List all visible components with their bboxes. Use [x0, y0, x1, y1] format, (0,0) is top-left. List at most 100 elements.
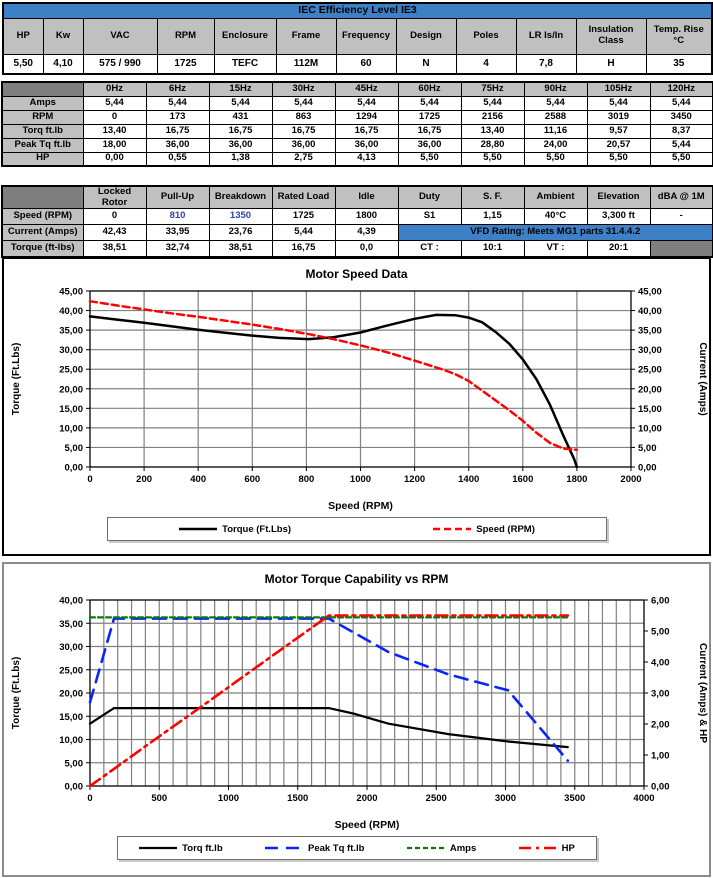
col-header: Poles	[455, 17, 517, 55]
legend-line-sample	[264, 846, 303, 850]
svg-text:25,00: 25,00	[638, 365, 662, 376]
table-row: Peak Tq ft.lb 18,00 36,00 36,00 36,00 36,00 36…	[1, 137, 713, 153]
value-cell: 16,75	[271, 240, 336, 258]
value-cell: 35	[645, 53, 713, 75]
freq-header: 6Hz	[145, 81, 210, 97]
value-cell: 5,44	[145, 95, 210, 111]
svg-text:1800: 1800	[566, 474, 587, 485]
load-header: Pull-Up	[145, 185, 210, 210]
y-axis-left-label: Torque (Ft.Lbs)	[11, 657, 22, 730]
value-cell: 32,74	[145, 240, 210, 258]
value-cell: 5,44	[649, 137, 713, 153]
value-cell: 0	[82, 109, 147, 125]
motor-speed-chart-title: Motor Speed Data	[305, 267, 408, 281]
torque-ft-lbs--series-line	[88, 313, 579, 469]
value-cell: 24,00	[523, 137, 588, 153]
value-cell: 5,50	[460, 151, 525, 167]
value-cell: 7,8	[515, 53, 577, 75]
speed-row: Speed (RPM) 0 810 1350 1725 1800 S1 1,15 40°C 3,3…	[1, 208, 713, 226]
value-cell: 431	[208, 109, 273, 125]
peak-tq-ft-lb-series-line	[88, 617, 570, 762]
table1-header-row: HP Kw VAC RPM Enclosure Frame Frequency Design P…	[2, 17, 713, 55]
table1-title-row: IEC Efficiency Level IE3	[2, 2, 713, 19]
value-cell: 20,57	[586, 137, 651, 153]
value-cell: 8,37	[649, 123, 713, 139]
y-axis-right-label: Current (Amps)	[697, 342, 708, 415]
legend-line-sample	[518, 846, 557, 850]
torq-ft-lb-series-line	[88, 707, 569, 749]
svg-text:30,00: 30,00	[59, 642, 83, 653]
svg-text:5,00: 5,00	[638, 443, 657, 454]
hp-series-line	[88, 614, 570, 788]
value-cell: 5,44	[397, 95, 462, 111]
svg-text:25,00: 25,00	[59, 365, 83, 376]
svg-text:40,00: 40,00	[638, 306, 662, 317]
motor-speed-chart: Motor Speed Data 0 200 400 600 800 1000 1200 14…	[2, 257, 711, 556]
value-cell: 0,00	[82, 151, 147, 167]
load-header: dBA @ 1M	[649, 185, 713, 210]
legend-line-sample	[433, 527, 472, 531]
torque-capability-chart-plot: 0 500 1000 1500 2000 2500 3000 3500 40000,005,00…	[11, 596, 708, 832]
svg-text:5,00: 5,00	[651, 627, 670, 638]
value-cell: 1,38	[208, 151, 273, 167]
row-label: Torque (ft-lbs)	[1, 240, 84, 258]
value-cell: 5,44	[271, 95, 336, 111]
svg-text:800: 800	[298, 474, 314, 485]
load-header: Idle	[334, 185, 399, 210]
value-cell: 1725	[156, 53, 215, 75]
value-cell: 5,44	[82, 95, 147, 111]
svg-text:3500: 3500	[564, 793, 585, 804]
value-cell: 16,75	[334, 123, 399, 139]
value-cell: 1350	[208, 208, 273, 226]
svg-text:500: 500	[151, 793, 167, 804]
load-header: S. F.	[460, 185, 525, 210]
col-header: Frequency	[335, 17, 397, 55]
svg-text:35,00: 35,00	[59, 326, 83, 337]
corner-cell	[1, 81, 84, 97]
legend-item: Amps	[406, 843, 476, 854]
torque-capability-chart-title: Motor Torque Capability vs RPM	[264, 572, 449, 586]
svg-text:2000: 2000	[620, 474, 641, 485]
svg-text:4000: 4000	[633, 793, 654, 804]
value-cell: 3450	[649, 109, 713, 125]
value-cell: 5,50	[523, 151, 588, 167]
motor-ratings-table: IEC Efficiency Level IE3 HP Kw VAC RPM Enclos…	[2, 2, 713, 75]
legend-label: Torque (Ft.Lbs)	[222, 523, 292, 535]
row-label: Torq ft.lb	[1, 123, 84, 139]
value-cell: 60	[335, 53, 397, 75]
svg-text:400: 400	[190, 474, 206, 485]
freq-header: 45Hz	[334, 81, 399, 97]
value-cell: 5,50	[2, 53, 44, 75]
svg-text:0,00: 0,00	[638, 463, 657, 474]
value-cell: S1	[397, 208, 462, 226]
col-header: Kw	[42, 17, 84, 55]
torque-capability-chart-legend: Torq ft.lb Peak Tq ft.lb Amps HP	[116, 836, 597, 860]
value-cell: 42,43	[82, 224, 147, 242]
legend-item: HP	[518, 843, 575, 854]
value-cell: 2156	[460, 109, 525, 125]
value-cell: 3,300 ft	[586, 208, 651, 226]
svg-text:2500: 2500	[426, 793, 447, 804]
value-cell: 13,40	[82, 123, 147, 139]
svg-text:0,00: 0,00	[65, 782, 84, 793]
value-cell: 2,75	[271, 151, 336, 167]
row-label: HP	[1, 151, 84, 167]
freq-header: 60Hz	[397, 81, 462, 97]
svg-text:1000: 1000	[350, 474, 371, 485]
value-cell: 38,51	[208, 240, 273, 258]
freq-header: 30Hz	[271, 81, 336, 97]
col-header: Design	[395, 17, 457, 55]
value-cell: 36,00	[271, 137, 336, 153]
legend-item: Speed (RPM)	[432, 524, 535, 535]
table-row: HP 0,00 0,55 1,38 2,75 4,13 5,50 5,50 5,50 5,50 5,…	[1, 151, 713, 167]
value-cell: 112M	[275, 53, 337, 75]
svg-text:10,00: 10,00	[59, 735, 83, 746]
table-row: RPM 0 173 431 863 1294 1725 2156 2588 3019 3450	[1, 109, 713, 125]
col-header: RPM	[156, 17, 215, 55]
legend-label: Peak Tq ft.lb	[307, 842, 365, 854]
value-cell: 23,76	[208, 224, 273, 242]
value-cell: 5,44	[460, 95, 525, 111]
value-cell: 5,50	[586, 151, 651, 167]
value-cell: 3019	[586, 109, 651, 125]
value-cell: 1,15	[460, 208, 525, 226]
